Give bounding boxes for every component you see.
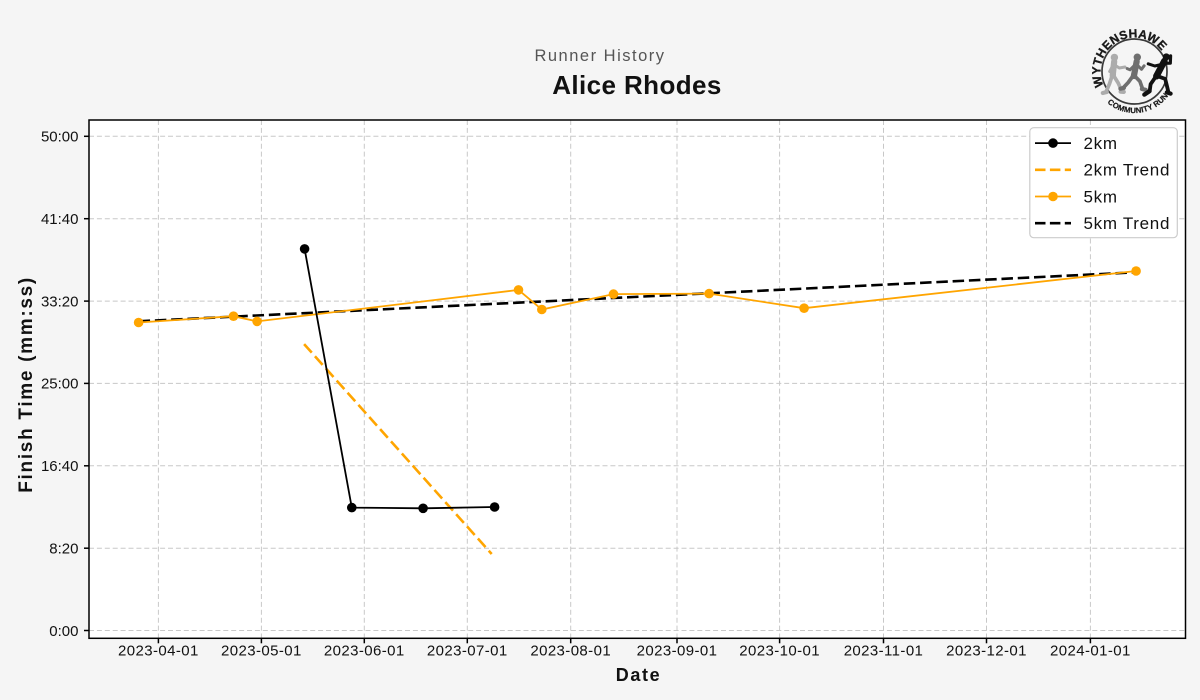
svg-text:2023-10-01: 2023-10-01 (739, 643, 820, 660)
svg-text:0:00: 0:00 (49, 623, 78, 640)
svg-text:2023-08-01: 2023-08-01 (530, 643, 611, 660)
svg-text:2023-07-01: 2023-07-01 (427, 643, 508, 660)
svg-text:Alice Rhodes: Alice Rhodes (552, 70, 722, 100)
svg-text:2023-06-01: 2023-06-01 (324, 643, 405, 660)
svg-text:5km Trend: 5km Trend (1084, 214, 1171, 233)
svg-text:41:40: 41:40 (41, 211, 79, 228)
svg-text:2km Trend: 2km Trend (1084, 161, 1171, 180)
svg-text:Runner History: Runner History (534, 47, 665, 65)
svg-text:33:20: 33:20 (41, 293, 79, 310)
svg-text:5km: 5km (1084, 187, 1118, 206)
svg-text:Date: Date (616, 665, 661, 685)
svg-text:8:20: 8:20 (49, 541, 78, 558)
svg-text:Finish Time (mm:ss): Finish Time (mm:ss) (16, 276, 37, 493)
svg-text:2023-05-01: 2023-05-01 (221, 643, 302, 660)
svg-text:2023-04-01: 2023-04-01 (118, 643, 199, 660)
svg-text:16:40: 16:40 (41, 458, 79, 475)
svg-text:2024-01-01: 2024-01-01 (1050, 643, 1131, 660)
svg-text:50:00: 50:00 (41, 129, 79, 146)
svg-text:2km: 2km (1084, 134, 1118, 153)
svg-text:2023-12-01: 2023-12-01 (946, 643, 1027, 660)
svg-text:25:00: 25:00 (41, 376, 79, 393)
svg-text:2023-09-01: 2023-09-01 (637, 643, 718, 660)
svg-text:2023-11-01: 2023-11-01 (844, 643, 924, 660)
